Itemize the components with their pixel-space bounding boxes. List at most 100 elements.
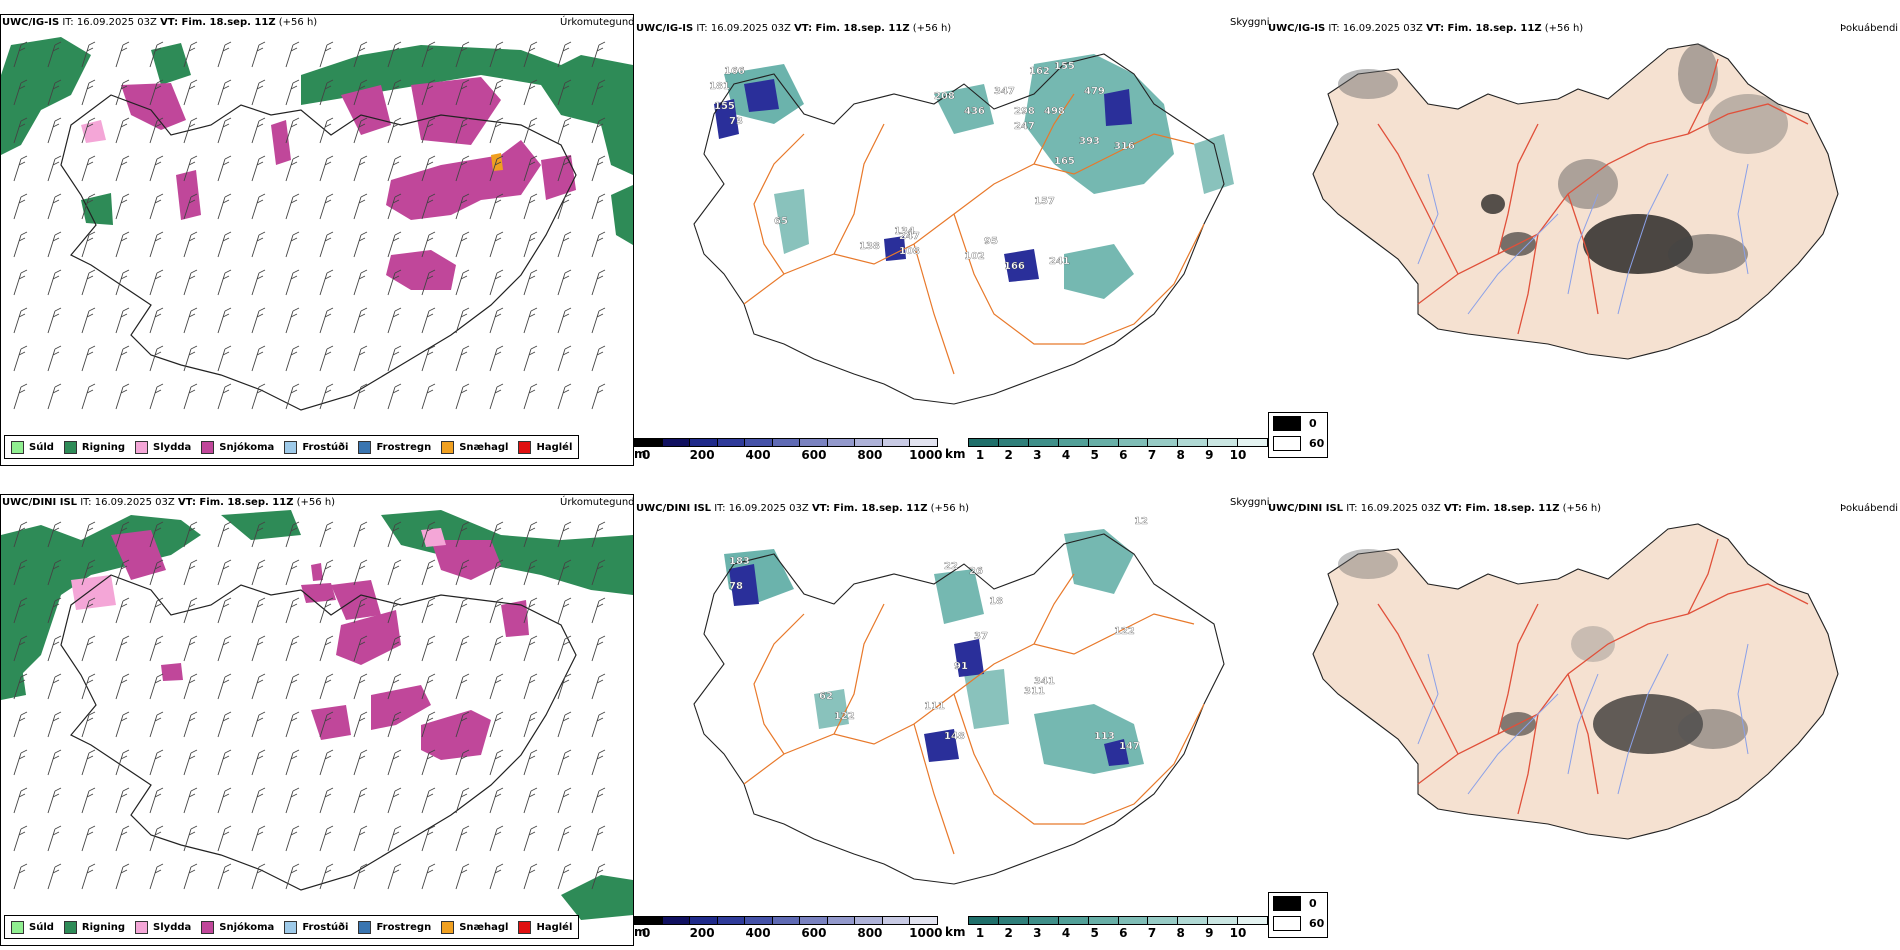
wind-barb (387, 711, 402, 738)
iceland-outline (693, 53, 1225, 405)
wind-barb (217, 559, 232, 586)
snow-area (111, 530, 166, 580)
wind-barb (387, 559, 402, 586)
colorbar-cell (1058, 917, 1089, 924)
legend-label: Frostúði (302, 441, 349, 453)
sleet-area (71, 575, 116, 610)
legend-swatch (11, 440, 24, 454)
wind-barb (217, 673, 232, 700)
sleet-area (81, 120, 106, 143)
wind-barb (251, 863, 266, 890)
init-time: IT: 16.09.2025 03Z (62, 17, 157, 28)
colorbar-cell (1148, 917, 1179, 924)
cloud-base-value-label: 62 (819, 691, 833, 702)
colorbar-cell (800, 917, 828, 924)
wind-barb (285, 673, 300, 700)
legend-swatch (441, 440, 455, 454)
cloud-base-value-label: 166 (1004, 261, 1025, 272)
colorbar-cell (969, 439, 999, 446)
wind-barb (149, 231, 164, 258)
cloud-base-ticks: 0 200 400 600 800 1000 (634, 447, 943, 462)
wind-barb (591, 383, 606, 410)
wind-barb (353, 155, 368, 182)
wind-barb (81, 559, 96, 586)
wind-barb (557, 635, 572, 662)
wind-barb (387, 749, 402, 776)
valid-time: VT: Fim. 18.sep. 11Z (177, 497, 294, 508)
wind-barb (319, 863, 334, 890)
colorbar-tick-label: 1 (975, 448, 985, 462)
init-time: IT: 16.09.2025 03Z (1328, 23, 1423, 34)
wind-barb (285, 635, 300, 662)
wind-barb (13, 345, 28, 372)
legend-label: Frostregn (376, 441, 432, 453)
wind-barb (523, 863, 538, 890)
wind-barb (13, 307, 28, 334)
legend-label: Slydda (153, 441, 192, 453)
wind-barb (183, 345, 198, 372)
wind-barb (319, 559, 334, 586)
wind-barb (591, 155, 606, 182)
rain-area (561, 875, 633, 920)
wind-barb (149, 749, 164, 776)
wind-barb (387, 41, 402, 68)
fog-map-row2 (1312, 523, 1839, 840)
cloud-base-value-label: 95 (984, 236, 998, 247)
rain-area (1, 660, 26, 700)
wind-barb (115, 269, 130, 296)
wind-barb (47, 41, 62, 68)
wind-barb (285, 597, 300, 624)
wind-barb (217, 117, 232, 144)
cloud-base-value-label: 12 (1134, 516, 1148, 527)
wind-barb (217, 711, 232, 738)
wind-barb (455, 635, 470, 662)
wind-barb (489, 863, 504, 890)
wind-barb (455, 863, 470, 890)
rain-area (81, 193, 113, 225)
wind-barb (217, 635, 232, 662)
wind-barb (149, 41, 164, 68)
colorbar-tick-label: 4 (1061, 448, 1071, 462)
cloud-panel-title-row2: Skyggni (1230, 497, 1270, 508)
legend-swatch (201, 920, 215, 934)
wind-barb (455, 825, 470, 852)
colorbar-cell (662, 439, 691, 446)
wind-barb (319, 345, 334, 372)
colorbar-tick-label: 6 (1119, 926, 1128, 940)
fog-index-key-row2: 0 60 (1268, 892, 1328, 938)
cloud-base-value-label: 208 (934, 91, 955, 102)
wind-barb (81, 711, 96, 738)
wind-barb (149, 597, 164, 624)
fog-patch (1571, 626, 1615, 662)
colorbar-tick-label: 10 (1229, 448, 1247, 462)
wind-barb (251, 155, 266, 182)
wind-barb (421, 597, 436, 624)
wind-barb (353, 117, 368, 144)
colorbar-tick-label: 400 (745, 448, 771, 462)
wind-barb (319, 749, 334, 776)
blue-cloud-area (714, 99, 739, 139)
wind-barb (183, 307, 198, 334)
wind-barb (115, 559, 130, 586)
wind-barb (489, 787, 504, 814)
colorbar-cell (910, 917, 938, 924)
legend-item: Frostregn (358, 440, 432, 454)
colorbar-tick-label: 9 (1205, 926, 1214, 940)
legend-label: Rigning (81, 441, 126, 453)
cloud-base-value-label: 138 (859, 241, 880, 252)
wind-barb (47, 117, 62, 144)
wind-barb (47, 711, 62, 738)
wind-barb (455, 749, 470, 776)
snow-area (501, 600, 529, 637)
legend-item: Slydda (135, 920, 191, 934)
wind-barb (149, 787, 164, 814)
snow-area (311, 705, 351, 740)
visibility-unit: km (945, 447, 966, 461)
colorbar-tick-label: 8 (1176, 926, 1185, 940)
wind-barb (81, 521, 96, 548)
valid-time: VT: Fim. 18.sep. 11Z (160, 17, 276, 28)
cloud-base-value-label: 78 (729, 581, 743, 592)
legend-item: Haglél (518, 440, 572, 454)
wind-barb (13, 863, 28, 890)
wind-barb (183, 155, 198, 182)
